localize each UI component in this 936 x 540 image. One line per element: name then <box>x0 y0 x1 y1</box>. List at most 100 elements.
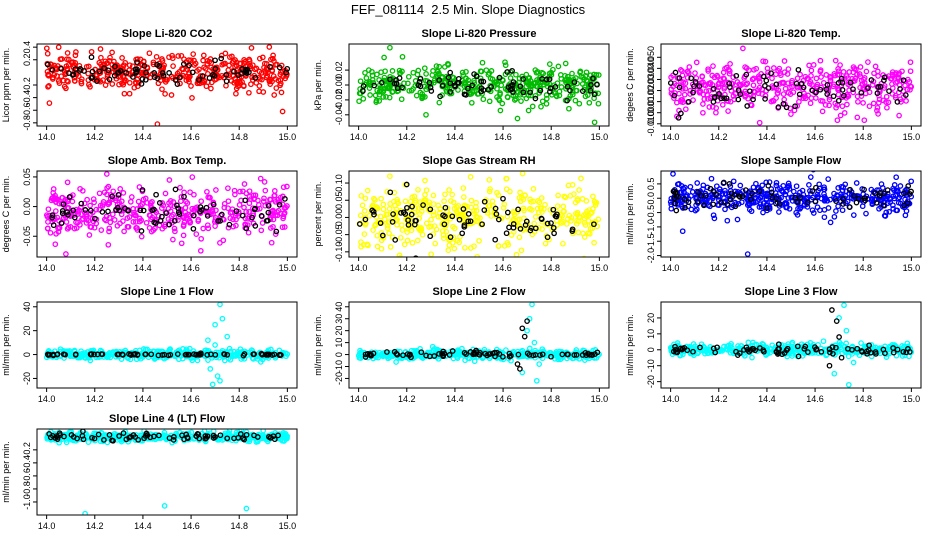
highlight-point <box>826 346 833 353</box>
highlight-point <box>101 65 107 71</box>
highlight-point <box>671 188 677 195</box>
highlight-point <box>865 85 871 91</box>
data-point <box>538 205 544 212</box>
highlight-point <box>441 221 448 228</box>
data-point <box>178 240 185 247</box>
data-point <box>800 191 807 198</box>
data-point <box>788 111 794 117</box>
data-point <box>742 352 748 359</box>
y-axis-label: kPa per min. <box>313 60 323 111</box>
highlight-point <box>739 193 746 200</box>
data-point <box>556 88 563 95</box>
highlight-point <box>212 57 218 64</box>
data-point <box>106 199 112 206</box>
y-tick-label: 40 <box>334 302 344 312</box>
highlight-point <box>726 181 733 187</box>
data-point <box>748 208 755 215</box>
data-point <box>366 80 372 87</box>
data-point <box>165 216 172 222</box>
x-tick-label: 14.6 <box>182 132 200 142</box>
highlight-point <box>252 75 259 81</box>
y-tick-label: 0 <box>22 352 32 357</box>
highlight-point <box>465 218 472 225</box>
data-point <box>797 71 803 78</box>
highlight-point <box>746 348 752 355</box>
data-point <box>443 228 450 235</box>
highlight-point <box>588 82 594 88</box>
highlight-point <box>547 85 554 92</box>
data-point <box>247 196 254 202</box>
data-point <box>528 207 535 213</box>
highlight-point <box>242 197 249 204</box>
data-point <box>826 102 832 109</box>
highlight-point <box>409 203 415 210</box>
data-point <box>98 54 104 61</box>
data-point <box>106 225 113 232</box>
highlight-point <box>776 201 783 207</box>
data-point <box>88 48 95 55</box>
highlight-point <box>698 192 705 199</box>
data-point <box>450 223 456 230</box>
data-point <box>78 351 85 358</box>
data-point <box>807 188 813 194</box>
data-point <box>755 87 761 93</box>
x-tick-label: 15.0 <box>903 132 921 142</box>
highlight-point <box>692 79 699 85</box>
data-point <box>883 99 889 105</box>
data-point <box>842 200 849 206</box>
data-point <box>812 95 819 101</box>
data-point <box>134 225 140 231</box>
highlight-point <box>197 204 204 210</box>
highlight-point <box>710 201 717 208</box>
x-tick-label: 14.4 <box>446 132 464 142</box>
data-point <box>374 87 381 94</box>
highlight-point <box>87 207 94 214</box>
data-point <box>853 66 859 73</box>
highlight-point <box>718 95 725 102</box>
data-point <box>147 202 154 209</box>
data-point <box>463 75 469 82</box>
highlight-point <box>134 351 141 358</box>
data-point <box>43 212 50 218</box>
data-point <box>808 72 814 79</box>
data-point <box>135 198 142 205</box>
data-point <box>130 219 137 225</box>
data-point <box>277 82 283 89</box>
highlight-point <box>71 214 78 221</box>
highlight-point <box>89 68 96 75</box>
data-point <box>428 251 435 257</box>
points-group <box>667 302 915 388</box>
data-point <box>710 212 717 219</box>
data-point <box>687 183 694 190</box>
data-point <box>357 78 364 85</box>
data-point <box>409 239 416 246</box>
data-point <box>360 95 367 102</box>
highlight-point <box>840 92 847 99</box>
data-point <box>709 72 716 79</box>
data-point <box>192 60 199 67</box>
data-point <box>97 78 104 85</box>
data-point <box>370 227 376 233</box>
data-point <box>787 91 794 97</box>
highlight-point <box>393 77 399 83</box>
data-point <box>680 79 687 86</box>
points-group <box>356 171 602 257</box>
data-point <box>837 112 844 119</box>
highlight-point <box>141 63 148 69</box>
data-point <box>262 68 268 74</box>
data-point <box>583 77 590 84</box>
data-point <box>863 68 870 75</box>
highlight-point <box>858 89 865 96</box>
y-tick-label: -2.0 <box>646 248 656 264</box>
highlight-point <box>697 344 703 351</box>
data-point <box>275 207 282 214</box>
highlight-point <box>231 68 237 75</box>
highlight-point <box>478 85 485 92</box>
highlight-point <box>371 82 378 89</box>
data-point <box>426 224 432 230</box>
data-point <box>397 234 404 241</box>
data-point <box>513 71 519 78</box>
highlight-point <box>417 75 424 82</box>
data-point <box>43 45 50 52</box>
